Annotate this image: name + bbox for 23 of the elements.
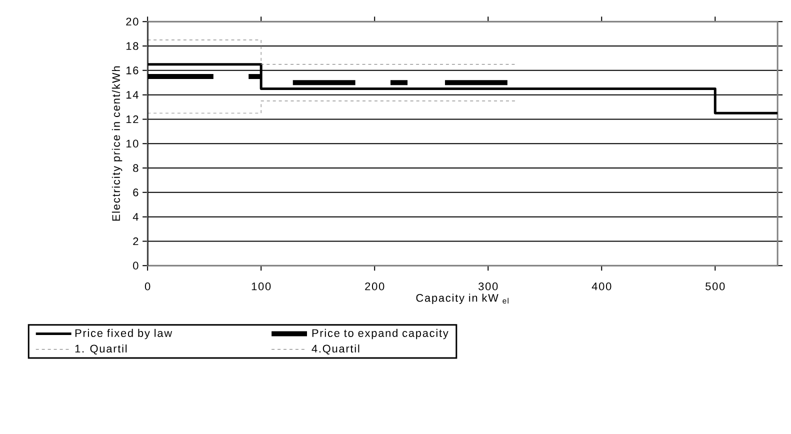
y-tick-label: 2 — [133, 237, 138, 246]
y-tick-label: 12 — [126, 115, 138, 124]
x-axis-title: Capacity in kW $_{el}$ — [416, 294, 508, 304]
x-tick-label: 400 — [592, 282, 612, 290]
x-tick-label: 200 — [365, 282, 384, 290]
legend-label: 4.Quartil — [312, 344, 360, 354]
x-tick-label: 0 — [144, 282, 150, 290]
y-tick-label: 16 — [126, 66, 138, 74]
legend-label: 1. Quartil — [75, 344, 127, 354]
x-tick-label: 300 — [478, 282, 498, 290]
x-tick-label: 500 — [706, 282, 725, 290]
y-tick-label: 14 — [126, 91, 138, 99]
y-tick-label: 6 — [133, 188, 138, 196]
y-tick-label: 8 — [133, 164, 138, 172]
y-axis-title: Electricity price in cent/kWh — [112, 66, 122, 221]
y-tick-label: 0 — [133, 262, 138, 270]
y-tick-label: 20 — [126, 18, 138, 26]
y-tick-label: 4 — [132, 213, 138, 221]
x-tick-label: 100 — [252, 282, 271, 290]
y-tick-label: 18 — [126, 42, 138, 50]
legend-label: Price fixed by law — [75, 328, 172, 340]
y-tick-label: 10 — [126, 140, 138, 148]
legend-label: Price to expand capacity — [312, 328, 448, 340]
